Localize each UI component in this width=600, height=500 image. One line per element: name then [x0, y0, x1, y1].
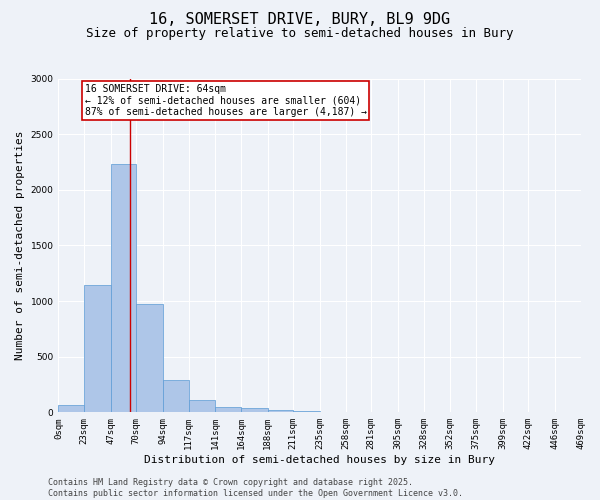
Bar — [188, 400, 215, 412]
Text: Contains HM Land Registry data © Crown copyright and database right 2025.
Contai: Contains HM Land Registry data © Crown c… — [48, 478, 463, 498]
Bar — [293, 411, 320, 412]
Text: 16, SOMERSET DRIVE, BURY, BL9 9DG: 16, SOMERSET DRIVE, BURY, BL9 9DG — [149, 12, 451, 28]
Bar — [163, 380, 188, 412]
X-axis label: Distribution of semi-detached houses by size in Bury: Distribution of semi-detached houses by … — [144, 455, 495, 465]
Text: 16 SOMERSET DRIVE: 64sqm
← 12% of semi-detached houses are smaller (604)
87% of : 16 SOMERSET DRIVE: 64sqm ← 12% of semi-d… — [85, 84, 367, 116]
Bar — [111, 164, 136, 412]
Bar — [84, 286, 111, 412]
Bar — [58, 404, 84, 412]
Y-axis label: Number of semi-detached properties: Number of semi-detached properties — [15, 130, 25, 360]
Bar — [241, 408, 268, 412]
Bar — [136, 304, 163, 412]
Bar — [215, 407, 241, 412]
Text: Size of property relative to semi-detached houses in Bury: Size of property relative to semi-detach… — [86, 28, 514, 40]
Bar — [268, 410, 293, 412]
